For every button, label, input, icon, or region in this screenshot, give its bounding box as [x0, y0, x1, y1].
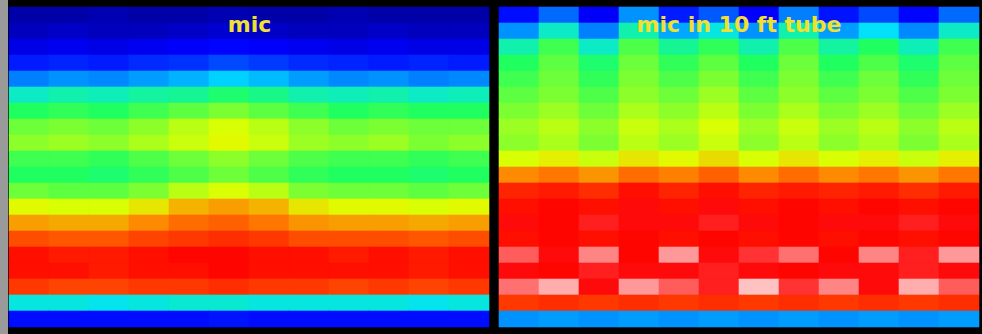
svg-text:mic in 10 ft tube: mic in 10 ft tube — [637, 12, 842, 37]
svg-text:mic: mic — [228, 12, 272, 37]
